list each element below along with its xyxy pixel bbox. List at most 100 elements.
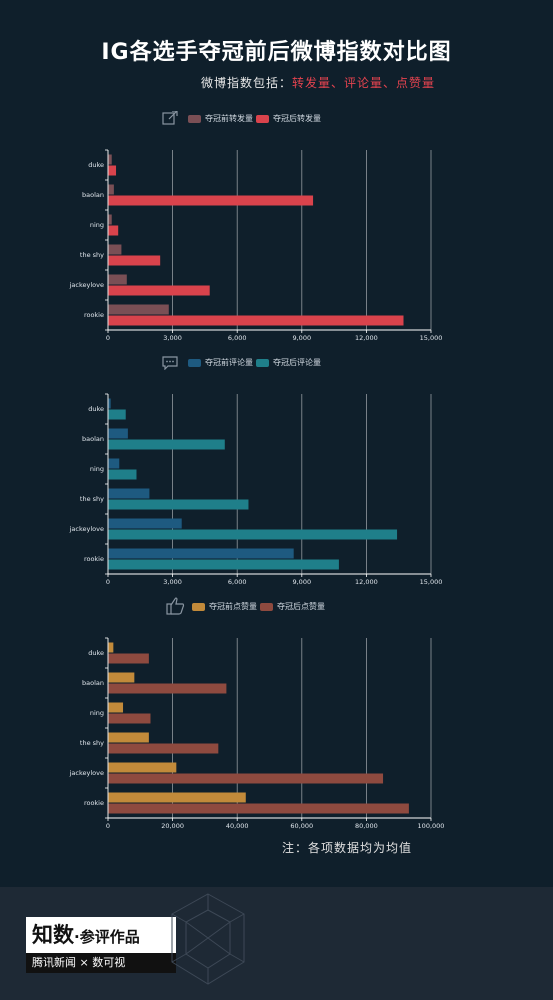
legend-swatch-after[interactable] xyxy=(256,115,269,123)
footer-partner: 腾讯新闻 × 数可视 xyxy=(26,953,176,973)
bar-after xyxy=(108,195,314,206)
x-tick-label: 9,000 xyxy=(292,578,311,586)
bar-before xyxy=(108,702,124,713)
legend-swatch-after[interactable] xyxy=(260,603,273,611)
y-category-label: baolan xyxy=(82,435,104,443)
repost-chart-svg: 0 3,000 6,000 9,000 12,000 15,000 duke baolan ni… xyxy=(69,149,443,342)
bar-before xyxy=(108,672,135,683)
thumbs-up-icon xyxy=(166,597,185,615)
bar-after xyxy=(108,803,409,814)
bar-before xyxy=(108,642,114,653)
comment-chart-svg: 0 3,000 6,000 9,000 12,000 15,000 duke baolan ni… xyxy=(69,393,443,586)
legend-comment: 夺冠前评论量 夺冠后评论量 xyxy=(0,355,553,371)
bar-before xyxy=(108,184,114,195)
bar-before xyxy=(108,214,112,225)
y-category-label: rookie xyxy=(84,799,104,807)
x-tick-label: 12,000 xyxy=(355,578,378,586)
bar-before xyxy=(108,732,149,743)
bar-after xyxy=(108,743,219,754)
y-category-label: jackeylove xyxy=(69,525,104,533)
legend-like: 夺冠前点赞量 夺冠后点赞量 xyxy=(0,597,553,615)
bar-before xyxy=(108,154,112,165)
legend-swatch-before[interactable] xyxy=(188,115,201,123)
bar-after xyxy=(108,559,339,570)
repost-bar-chart: 0 3,000 6,000 9,000 12,000 15,000 duke baolan ni… xyxy=(0,138,553,352)
bar-after xyxy=(108,469,137,480)
y-category-label: baolan xyxy=(82,191,104,199)
y-category-label: the shy xyxy=(80,739,104,747)
y-category-label: the shy xyxy=(80,251,104,259)
bar-before xyxy=(108,548,294,559)
bar-after xyxy=(108,499,249,510)
legend-label-after: 夺冠后点赞量 xyxy=(277,602,325,611)
bar-before xyxy=(108,244,122,255)
legend-label-before: 夺冠前转发量 xyxy=(205,114,253,123)
legend-repost: 夺冠前转发量 夺冠后转发量 xyxy=(0,111,553,127)
x-tick-label: 15,000 xyxy=(420,334,443,342)
x-tick-label: 15,000 xyxy=(420,578,443,586)
x-tick-label: 3,000 xyxy=(163,334,182,342)
legend-label-before: 夺冠前评论量 xyxy=(205,358,253,367)
legend-label-after: 夺冠后评论量 xyxy=(273,358,321,367)
bar-after xyxy=(108,439,225,450)
legend-swatch-before[interactable] xyxy=(192,603,205,611)
footer: 知数·参评作品 腾讯新闻 × 数可视 xyxy=(0,887,553,1000)
bar-before xyxy=(108,518,182,529)
x-tick-label: 6,000 xyxy=(228,334,247,342)
bar-after xyxy=(108,653,149,664)
bar-before xyxy=(108,304,169,315)
x-tick-label: 3,000 xyxy=(163,578,182,586)
footnote: 注：各项数据均为均值 xyxy=(282,841,413,855)
page-title: IG各选手夺冠前后微博指数对比图 xyxy=(101,40,452,65)
bar-before xyxy=(108,398,111,409)
bar-after xyxy=(108,225,119,236)
x-tick-label: 40,000 xyxy=(226,822,249,830)
x-tick-label: 80,000 xyxy=(355,822,378,830)
comment-icon xyxy=(162,356,178,370)
bar-after xyxy=(108,255,161,266)
footer-logo: 知数·参评作品 腾讯新闻 × 数可视 xyxy=(26,917,176,973)
bar-before xyxy=(108,274,127,285)
x-tick-label: 20,000 xyxy=(161,822,184,830)
x-tick-label: 60,000 xyxy=(290,822,313,830)
legend-swatch-before[interactable] xyxy=(188,359,201,367)
y-category-label: ning xyxy=(90,709,104,717)
bar-after xyxy=(108,683,227,694)
y-category-label: jackeylove xyxy=(69,281,104,289)
legend-swatch-after[interactable] xyxy=(256,359,269,367)
share-edit-icon xyxy=(162,111,178,125)
footer-brand: 知数·参评作品 xyxy=(26,917,176,953)
y-category-label: duke xyxy=(88,405,104,413)
footer-brand-rest: ·参评作品 xyxy=(74,928,140,946)
bar-before xyxy=(108,488,150,499)
subtitle-prefix: 微博指数包括： xyxy=(200,76,292,90)
y-category-label: ning xyxy=(90,465,104,473)
y-category-label: baolan xyxy=(82,679,104,687)
bar-before xyxy=(108,762,177,773)
bar-after xyxy=(108,285,210,296)
geometric-decoration-icon xyxy=(171,893,245,985)
footer-brand-big: 知数 xyxy=(32,923,74,947)
x-tick-label: 12,000 xyxy=(355,334,378,342)
legend-label-after: 夺冠后转发量 xyxy=(273,114,321,123)
bar-after xyxy=(108,165,117,176)
bar-after xyxy=(108,713,151,724)
y-category-label: rookie xyxy=(84,311,104,319)
legend-label-before: 夺冠前点赞量 xyxy=(209,602,257,611)
like-chart-svg: 0 20,000 40,000 60,000 80,000 100,000 duke baol… xyxy=(69,637,445,830)
comment-bar-chart: 0 3,000 6,000 9,000 12,000 15,000 duke baolan ni… xyxy=(0,382,553,596)
x-tick-label: 100,000 xyxy=(418,822,445,830)
y-category-label: the shy xyxy=(80,495,104,503)
x-tick-label: 0 xyxy=(106,578,110,586)
y-category-label: rookie xyxy=(84,555,104,563)
y-category-label: duke xyxy=(88,649,104,657)
x-tick-label: 0 xyxy=(106,334,110,342)
bar-after xyxy=(108,773,384,784)
y-category-label: jackeylove xyxy=(69,769,104,777)
y-category-label: duke xyxy=(88,161,104,169)
like-bar-chart: 0 20,000 40,000 60,000 80,000 100,000 duke baol… xyxy=(0,626,553,840)
x-tick-label: 9,000 xyxy=(292,334,311,342)
x-tick-label: 6,000 xyxy=(228,578,247,586)
subtitle: 微博指数包括：转发量、评论量、点赞量 xyxy=(201,74,435,91)
bar-before xyxy=(108,428,128,439)
